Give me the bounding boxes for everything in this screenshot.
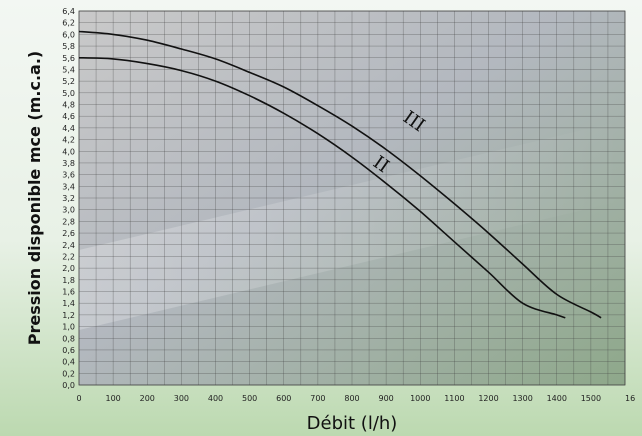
y-tick-label: 3,2 [62,194,75,203]
x-tick-label: 16 [625,394,635,403]
y-tick-label: 3,8 [62,159,75,168]
x-tick-label: 800 [344,394,359,403]
y-tick-label: 1,6 [62,288,75,297]
y-tick-label: 2,0 [62,264,75,273]
y-tick-label: 4,8 [62,101,75,110]
x-tick-label: 300 [174,394,189,403]
y-tick-label: 6,0 [62,30,75,39]
x-tick-label: 0 [76,394,81,403]
x-tick-label: 1500 [581,394,601,403]
x-tick-label: 1100 [444,394,464,403]
y-tick-label: 1,4 [62,299,75,308]
x-tick-label: 500 [242,394,257,403]
plot-border [78,10,626,386]
y-tick-label: 1,8 [62,276,75,285]
y-tick-label: 2,4 [62,241,75,250]
y-tick-label: 3,6 [62,171,75,180]
y-tick-label: 0,6 [62,346,75,355]
y-tick-label: 5,2 [62,77,75,86]
series-line-III [78,30,602,319]
y-tick-label: 4,0 [62,147,75,156]
y-tick-label: 5,6 [62,54,75,63]
y-tick-label: 1,0 [62,323,75,332]
y-tick-label: 5,0 [62,89,75,98]
x-tick-label: 900 [378,394,393,403]
y-tick-label: 6,4 [62,7,75,16]
y-tick-label: 2,8 [62,217,75,226]
x-axis-title: Débit (l/h) [307,413,398,434]
y-tick-label: 4,2 [62,136,75,145]
y-axis-title: Pression disponible mce (m.c.a.) [25,51,44,345]
x-tick-label: 1300 [512,394,532,403]
x-tick-label: 600 [276,394,291,403]
y-tick-label: 4,6 [62,112,75,121]
x-tick-label: 1000 [410,394,430,403]
y-tick-label: 4,4 [62,124,75,133]
y-tick-label: 0,4 [62,358,75,367]
y-tick-label: 0,2 [62,369,75,378]
x-tick-label: 1200 [478,394,498,403]
x-tick-labels: 0 100 200 300 400 500 600 700 800 900 1000 1100 1200… [76,394,635,403]
x-tick-label: 700 [310,394,325,403]
y-tick-label: 0,0 [62,381,75,390]
x-tick-label: 100 [105,394,120,403]
x-tick-label: 400 [208,394,223,403]
y-tick-label: 2,6 [62,229,75,238]
x-tick-label: 200 [140,394,155,403]
series-line-II [78,57,566,319]
y-tick-label: 6,2 [62,19,75,28]
y-tick-label: 2,2 [62,252,75,261]
y-tick-label: 1,2 [62,311,75,320]
x-tick-label: 1400 [547,394,567,403]
y-tick-label: 0,8 [62,334,75,343]
y-tick-label: 3,0 [62,206,75,215]
y-tick-label: 3,4 [62,182,75,191]
grid [78,10,626,386]
series-group [78,30,602,319]
y-tick-label: 5,4 [62,65,75,74]
y-tick-labels: 0,0 0,2 0,4 0,6 0,8 1,0 1,2 1,4 1,6 1,8 2,0 2,2 2,4 2… [62,7,75,390]
y-tick-label: 5,8 [62,42,75,51]
